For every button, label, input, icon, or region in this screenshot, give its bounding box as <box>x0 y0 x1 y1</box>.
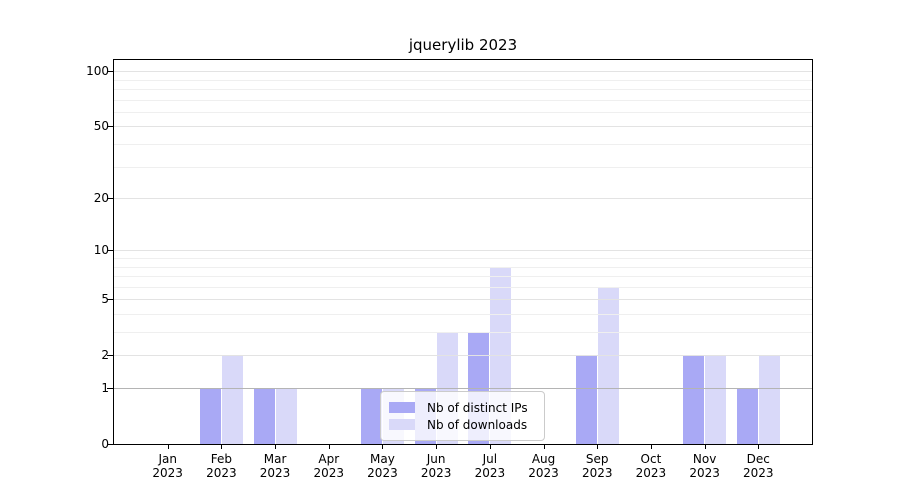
y-tick-mark <box>107 249 113 251</box>
y-tick-label: 10 <box>93 243 109 258</box>
y-tick-mark <box>107 125 113 127</box>
y-tick-label: 20 <box>93 191 109 206</box>
x-tick-mark <box>436 444 438 449</box>
legend: Nb of distinct IPs Nb of downloads <box>380 391 545 441</box>
legend-item-distinct-ips: Nb of distinct IPs <box>389 399 535 416</box>
chart-title: jquerylib 2023 <box>408 36 518 54</box>
gridline-minor <box>114 332 812 333</box>
x-tick-mark <box>489 444 491 449</box>
bar-distinct-ips-feb <box>199 388 221 444</box>
x-tick-mark <box>758 444 760 449</box>
gridline-minor <box>114 313 812 315</box>
x-tick-mark <box>543 444 545 449</box>
x-tick-label: Sep 2023 <box>581 452 613 480</box>
bar-downloads-mar <box>275 388 297 444</box>
gridline-minor <box>114 79 812 81</box>
x-tick-label: May 2023 <box>367 452 398 480</box>
y-tick-mark <box>107 70 113 72</box>
x-tick-label: Jul 2023 <box>474 452 506 480</box>
x-tick-label: Nov 2023 <box>689 452 720 480</box>
gridline-major <box>114 126 812 128</box>
gridline-minor <box>114 276 812 278</box>
plot-area: 0 1 2 5 10 20 50 100 Jan 2023 Feb 2023 Mar 2023 Apr 202… <box>86 59 813 480</box>
y-tick-label: 5 <box>101 292 109 307</box>
y-tick-label: 0 <box>101 437 109 451</box>
gridline-minor <box>114 111 812 113</box>
gridline-major <box>114 299 812 301</box>
x-tick-mark <box>328 444 330 449</box>
y-tick-mark <box>107 387 113 389</box>
x-tick-mark <box>221 444 223 449</box>
y-tick-label: 50 <box>93 119 109 134</box>
x-tick-mark <box>167 444 169 449</box>
y-tick-label: 100 <box>86 64 109 79</box>
bar-downloads-dec <box>758 355 780 444</box>
y-tick-mark <box>107 443 113 445</box>
x-tick-label: Jun 2023 <box>420 452 452 480</box>
gridline-minor <box>114 166 812 168</box>
x-tick-label: Dec 2023 <box>743 452 774 480</box>
x-tick-mark <box>382 444 384 449</box>
bar-distinct-ips-dec <box>736 388 758 444</box>
bar-downloads-sep <box>597 286 619 444</box>
x-tick-mark <box>597 444 599 449</box>
x-tick-label: Feb 2023 <box>206 452 237 480</box>
y-tick-mark <box>107 298 113 300</box>
bar-downloads-nov <box>705 355 727 444</box>
x-tick-label: Aug 2023 <box>528 452 559 480</box>
gridline-major <box>114 71 812 73</box>
bar-distinct-ips-mar <box>253 388 275 444</box>
gridline-major <box>114 198 812 200</box>
gridline-minor <box>114 257 812 259</box>
bar-distinct-ips-sep <box>575 355 597 444</box>
gridline-minor <box>114 89 812 90</box>
x-tick-mark <box>275 444 277 449</box>
x-tick-label: Mar 2023 <box>259 452 291 480</box>
x-tick-mark <box>704 444 706 449</box>
legend-swatch-downloads <box>389 419 415 430</box>
gridline-minor <box>114 286 812 288</box>
y-tick-mark <box>107 197 113 199</box>
x-tick-label: Jan 2023 <box>152 452 183 480</box>
x-tick-label: Oct 2023 <box>635 452 667 480</box>
legend-label-distinct-ips: Nb of distinct IPs <box>427 400 528 415</box>
x-tick-label: Apr 2023 <box>313 452 345 480</box>
legend-label-downloads: Nb of downloads <box>427 417 528 432</box>
bar-downloads-feb <box>221 355 243 444</box>
legend-swatch-distinct-ips <box>389 402 415 413</box>
legend-item-downloads: Nb of downloads <box>389 416 535 433</box>
x-tick-mark <box>650 444 652 449</box>
bar-distinct-ips-nov <box>683 355 705 444</box>
y-tick-label: 2 <box>101 348 109 363</box>
gridline-major <box>114 250 812 252</box>
bar-distinct-ips-may <box>360 388 382 444</box>
gridline-minor <box>114 144 812 145</box>
y-tick-label: 1 <box>101 381 109 395</box>
gridline-minor <box>114 266 812 268</box>
gridline-minor <box>114 99 812 101</box>
y-tick-mark <box>107 354 113 356</box>
